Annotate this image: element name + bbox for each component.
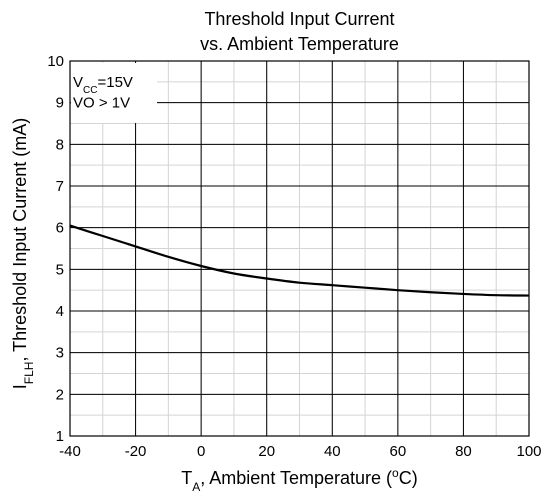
y-axis-label: IFLH, Threshold Input Current (mA) — [10, 118, 36, 389]
x-tick-labels: -40 -20 0 20 40 60 80 100 — [59, 443, 541, 460]
x-tick-label: -20 — [125, 443, 147, 460]
y-tick-label: 4 — [56, 303, 64, 320]
x-tick-label: 80 — [455, 443, 472, 460]
series-layer — [69, 224, 530, 297]
annotation-vo: VO > 1V — [73, 95, 130, 112]
annotation-vcc: VCC=15V — [73, 74, 133, 96]
y-tick-label: 5 — [56, 261, 64, 278]
annotation-backdrop — [71, 63, 157, 123]
x-axis-label: TA, Ambient Temperature (oC) — [181, 466, 417, 494]
y-tick-label: 3 — [56, 345, 64, 362]
y-tick-label: 10 — [47, 53, 64, 70]
x-tick-label: 0 — [197, 443, 205, 460]
grid — [69, 60, 530, 437]
series-line-0 — [69, 224, 530, 297]
x-tick-label: 60 — [390, 443, 407, 460]
chart-subtitle: vs. Ambient Temperature — [200, 34, 399, 54]
y-tick-label: 1 — [56, 428, 64, 445]
y-tick-label: 7 — [56, 178, 64, 195]
x-tick-label: 40 — [324, 443, 341, 460]
chart-title: Threshold Input Current — [204, 9, 395, 29]
x-tick-label: 20 — [258, 443, 275, 460]
y-tick-label: 8 — [56, 136, 64, 153]
x-tick-label: 100 — [516, 443, 541, 460]
y-tick-label: 2 — [56, 386, 64, 403]
y-tick-label: 6 — [56, 220, 64, 237]
plot-frame — [69, 60, 530, 437]
y-tick-labels: 1 2 3 4 5 6 7 8 9 10 — [47, 53, 64, 445]
x-tick-label: -40 — [59, 443, 81, 460]
y-tick-label: 9 — [56, 95, 64, 112]
